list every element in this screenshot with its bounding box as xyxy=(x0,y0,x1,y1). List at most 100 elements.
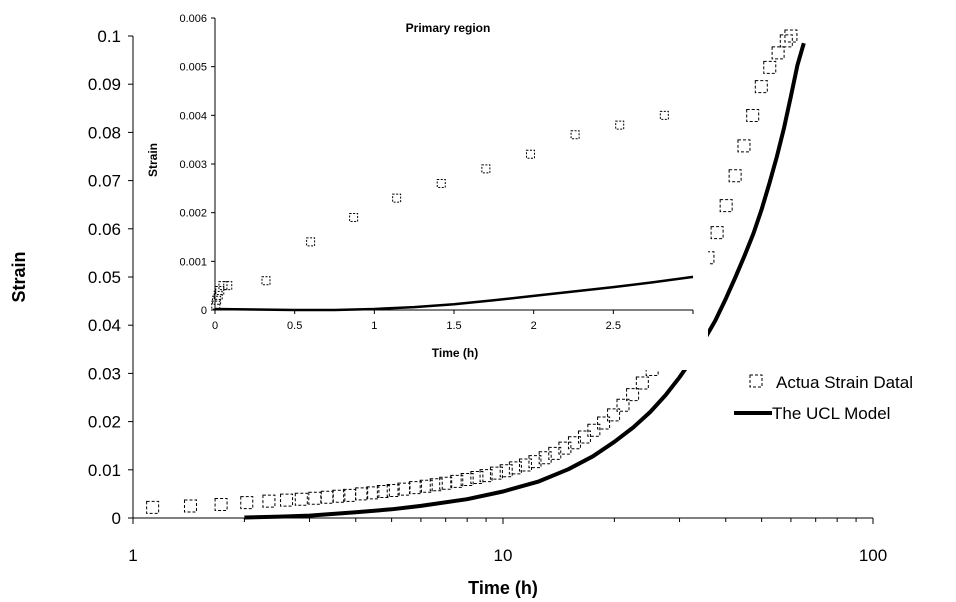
inset-data-point xyxy=(392,193,402,203)
inset-data-point xyxy=(223,281,233,291)
main-data-point xyxy=(332,489,346,503)
main-data-point xyxy=(479,469,493,483)
main-y-tick-label: 0.08 xyxy=(88,123,121,142)
main-data-point xyxy=(460,472,474,486)
main-data-point xyxy=(499,464,513,478)
inset-y-tick-label: 0.001 xyxy=(179,256,207,268)
main-y-axis-title: Strain xyxy=(9,251,29,302)
legend: Actua Strain Datal The UCL Model xyxy=(728,366,956,462)
inset-x-tick-label: 1 xyxy=(371,320,377,332)
main-plot: 0 0.01 0.02 0.03 0.04 0.05 0.06 0.07 0.08 0.09 0.1… xyxy=(9,27,887,598)
main-data-point xyxy=(366,486,380,500)
inset-data-point xyxy=(211,300,221,310)
inset-ucl-model-line xyxy=(214,275,694,312)
inset-data-point xyxy=(570,130,580,140)
inset-data-point xyxy=(212,295,222,305)
inset-y-axis-title: Strain xyxy=(146,143,160,177)
main-data-point xyxy=(294,492,308,506)
main-data-point xyxy=(450,474,464,488)
main-x-tick-label: 10 xyxy=(494,546,513,565)
main-data-point xyxy=(419,479,433,493)
ucl-model-line xyxy=(244,42,806,520)
inset-y-tick-label: 0.006 xyxy=(179,13,207,25)
inset-y-tick-label: 0.003 xyxy=(179,159,207,171)
main-y-tick-label: 0.05 xyxy=(88,268,121,287)
inset-data-point xyxy=(213,290,223,300)
main-y-tick-label: 0.01 xyxy=(88,461,121,480)
main-data-point xyxy=(607,408,621,422)
main-x-tick-label: 100 xyxy=(859,546,887,565)
main-data-point xyxy=(280,493,294,507)
inset-background xyxy=(140,8,708,370)
inset-data-point xyxy=(659,110,669,120)
main-data-point xyxy=(183,499,197,513)
inset-x-tick-label: 0.5 xyxy=(287,320,302,332)
main-data-point xyxy=(626,388,640,402)
main-y-tick-label: 0 xyxy=(112,509,121,528)
inset-data-point xyxy=(349,213,359,223)
legend-marker-actual-strain xyxy=(749,374,763,388)
main-data-point xyxy=(587,423,601,437)
main-data-point xyxy=(577,430,591,444)
main-data-point xyxy=(728,169,742,183)
inset-data-point xyxy=(615,120,625,130)
inset-plot: 0 0.001 0.002 0.003 0.004 0.005 0.006 0 0.5 1 1.5 2… xyxy=(140,8,708,370)
main-data-point xyxy=(635,376,649,390)
legend-label-actual-strain: Actua Strain Datal xyxy=(776,373,913,392)
main-data-point xyxy=(262,494,276,508)
inset-y-tick-label: 0 xyxy=(201,305,207,317)
main-data-point xyxy=(737,139,751,153)
inset-x-tick-label: 1.5 xyxy=(446,320,461,332)
main-data-point xyxy=(508,461,522,475)
inset-title: Primary region xyxy=(406,21,491,35)
main-data-point xyxy=(710,226,724,240)
main-data-point xyxy=(408,481,422,495)
main-y-tick-label: 0.02 xyxy=(88,413,121,432)
main-data-point xyxy=(771,46,785,60)
inset-data-point xyxy=(481,164,491,174)
main-data-point xyxy=(784,29,798,43)
inset-y-tick-label: 0.004 xyxy=(179,110,207,122)
main-data-point xyxy=(597,416,611,430)
main-data-point xyxy=(548,446,562,460)
inset-data-point xyxy=(261,276,271,286)
main-data-point xyxy=(754,80,768,94)
main-data-point xyxy=(518,458,532,472)
main-data-point xyxy=(240,496,254,510)
main-x-tick-label: 1 xyxy=(128,546,137,565)
main-data-point xyxy=(386,484,400,498)
main-data-point xyxy=(214,498,228,512)
inset-data-point xyxy=(306,237,316,247)
main-data-point xyxy=(719,199,733,213)
inset-x-tick-label: 0 xyxy=(212,320,218,332)
main-data-point xyxy=(376,484,390,498)
main-data-point xyxy=(616,398,630,412)
legend-label-ucl-model: The UCL Model xyxy=(772,404,890,423)
inset-data-point xyxy=(525,149,535,159)
main-y-tick-label: 0.07 xyxy=(88,172,121,191)
inset-y-tick-label: 0.002 xyxy=(179,208,207,220)
main-data-point xyxy=(763,60,777,74)
main-data-point xyxy=(308,491,322,505)
main-y-tick-label: 0.1 xyxy=(97,27,121,46)
main-data-point xyxy=(146,500,160,514)
inset-data-point xyxy=(215,286,225,296)
inset-data-point xyxy=(436,178,446,188)
main-data-point xyxy=(489,466,503,480)
inset-y-tick-label: 0.005 xyxy=(179,62,207,74)
main-data-point xyxy=(470,471,484,485)
main-y-tick-label: 0.09 xyxy=(88,75,121,94)
main-y-tick-label: 0.04 xyxy=(88,316,121,335)
inset-x-tick-label: 2.5 xyxy=(606,320,621,332)
main-data-point xyxy=(355,487,369,501)
inset-x-axis-title: Time (h) xyxy=(432,346,478,360)
main-data-point xyxy=(397,482,411,496)
main-data-point xyxy=(528,455,542,469)
main-data-point xyxy=(429,478,443,492)
main-data-point xyxy=(558,441,572,455)
inset-x-tick-label: 2 xyxy=(531,320,537,332)
main-y-tick-label: 0.03 xyxy=(88,364,121,383)
main-data-point xyxy=(746,109,760,123)
main-x-axis-title: Time (h) xyxy=(468,578,538,598)
